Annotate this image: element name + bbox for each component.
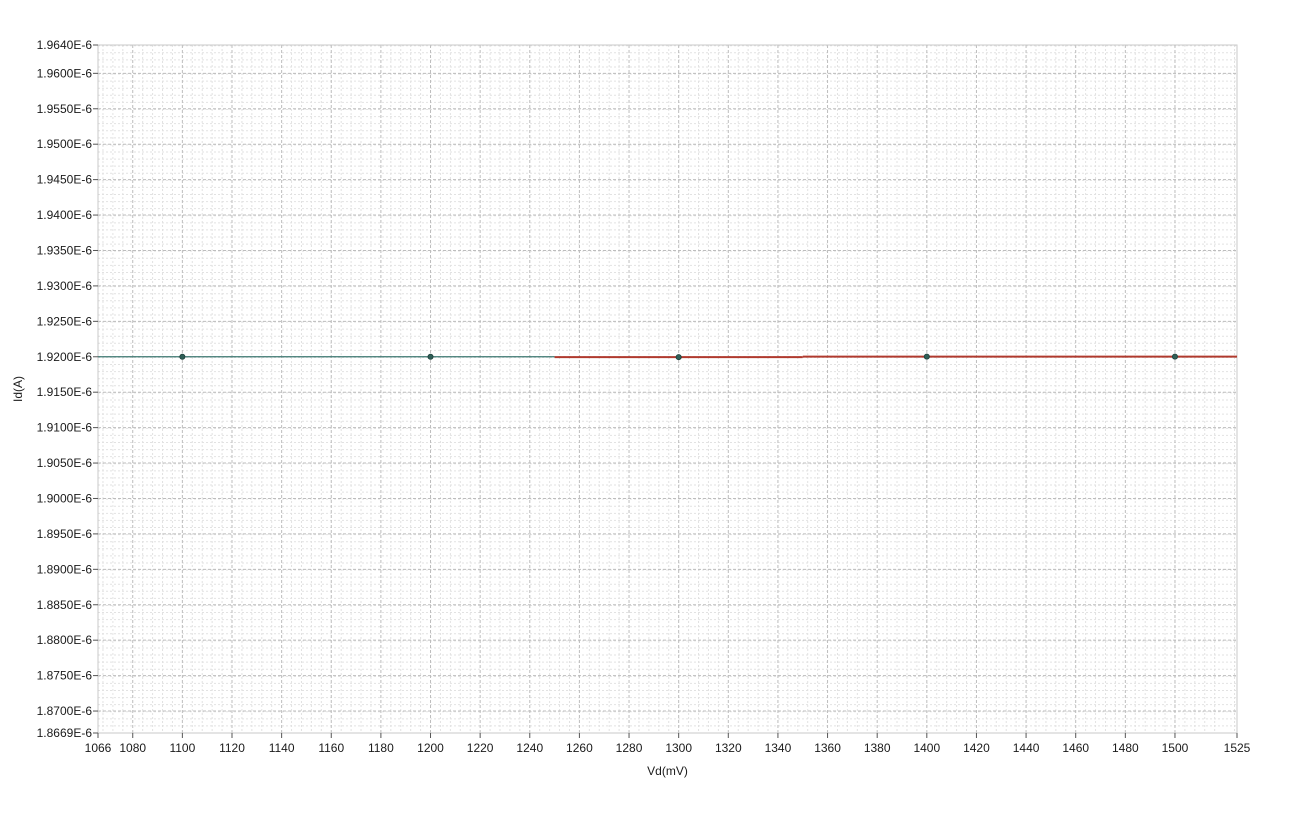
y-tick-label: 1.8900E-6: [37, 562, 93, 576]
x-tick-label: 1300: [665, 741, 692, 755]
x-tick-label: 1280: [616, 741, 643, 755]
data-point: [179, 353, 186, 360]
data-point: [427, 353, 434, 360]
x-tick-label: 1400: [913, 741, 940, 755]
x-tick-label: 1066: [85, 741, 112, 755]
x-tick-label: 1220: [467, 741, 494, 755]
series-layer: [98, 355, 1237, 359]
x-axis-ticks: 1066 1080 1100 1120 1140 1160 1180 1200 1220 1240…: [85, 733, 1251, 755]
x-tick-label: 1500: [1162, 741, 1189, 755]
x-tick-label: 1160: [318, 741, 344, 755]
y-tick-label: 1.9550E-6: [37, 102, 93, 116]
y-tick-label: 1.9100E-6: [37, 421, 93, 435]
x-tick-label: 1525: [1224, 741, 1251, 755]
x-tick-label: 1440: [1013, 741, 1040, 755]
x-tick-label: 1140: [269, 741, 295, 755]
x-tick-label: 1180: [368, 741, 394, 755]
y-tick-label: 1.9250E-6: [37, 314, 93, 328]
y-tick-label: 1.9150E-6: [37, 385, 93, 399]
y-tick-label: 1.9200E-6: [37, 350, 93, 364]
y-tick-label: 1.8800E-6: [37, 633, 93, 647]
grid-minor: [98, 45, 1237, 733]
y-tick-label: 1.9500E-6: [37, 137, 93, 151]
x-axis-label: Vd(mV): [647, 764, 688, 778]
y-tick-label: 1.8750E-6: [37, 669, 93, 683]
x-tick-label: 1420: [963, 741, 990, 755]
x-tick-label: 1100: [169, 741, 195, 755]
x-tick-label: 1340: [765, 741, 792, 755]
y-tick-label: 1.9050E-6: [37, 456, 93, 470]
points-layer: [179, 353, 1178, 361]
y-tick-label: 1.8950E-6: [37, 527, 93, 541]
y-tick-label: 1.9000E-6: [37, 491, 93, 505]
x-tick-label: 1320: [715, 741, 742, 755]
y-axis-label: Id(A): [11, 376, 25, 402]
x-tick-label: 1120: [219, 741, 245, 755]
x-tick-label: 1260: [566, 741, 593, 755]
y-axis-ticks: 1.8669E-6 1.8700E-6 1.8750E-6 1.8800E-6 1.88…: [37, 38, 98, 740]
data-point: [923, 353, 930, 360]
y-tick-label: 1.8700E-6: [37, 704, 93, 718]
y-tick-label: 1.8669E-6: [37, 726, 93, 740]
y-tick-label: 1.9450E-6: [37, 173, 93, 187]
y-tick-label: 1.9600E-6: [37, 66, 93, 80]
y-tick-label: 1.9350E-6: [37, 243, 93, 257]
x-tick-label: 1460: [1062, 741, 1089, 755]
x-tick-label: 1380: [864, 741, 891, 755]
y-tick-label: 1.9640E-6: [37, 38, 93, 52]
x-tick-label: 1480: [1112, 741, 1139, 755]
x-tick-label: 1240: [516, 741, 543, 755]
data-point: [1171, 353, 1178, 360]
plot-area-frame: [97, 44, 1238, 734]
x-tick-label: 1080: [119, 741, 146, 755]
data-point: [675, 354, 682, 361]
y-tick-label: 1.9300E-6: [37, 279, 93, 293]
x-tick-label: 1200: [417, 741, 444, 755]
y-tick-label: 1.9400E-6: [37, 208, 93, 222]
y-tick-label: 1.8850E-6: [37, 598, 93, 612]
x-tick-label: 1360: [814, 741, 841, 755]
